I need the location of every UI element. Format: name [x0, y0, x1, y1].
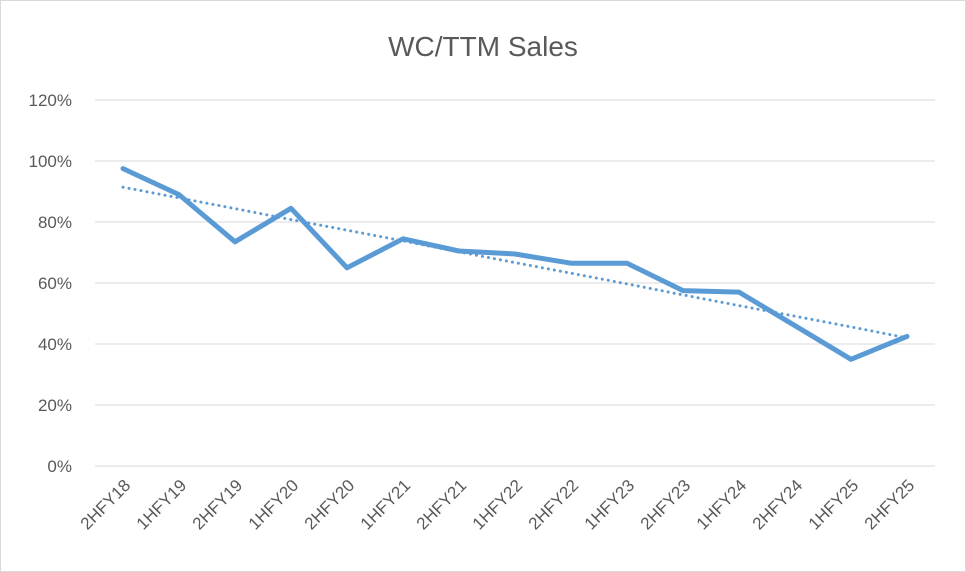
- x-tick-label: 2HFY19: [189, 476, 247, 534]
- data-series: [120, 166, 910, 362]
- x-tick-label: 2HFY24: [749, 476, 807, 534]
- x-tick-label: 1HFY24: [693, 476, 751, 534]
- x-tick-label: 1HFY20: [245, 476, 303, 534]
- x-tick-label: 1HFY19: [133, 476, 191, 534]
- x-tick-label: 2HFY18: [77, 476, 135, 534]
- x-tick-label: 1HFY23: [581, 476, 639, 534]
- x-tick-label: 2HFY22: [525, 476, 583, 534]
- x-tick-label: 1HFY22: [469, 476, 527, 534]
- y-tick-label: 40%: [38, 335, 72, 354]
- trendline-series: [121, 185, 909, 340]
- data-series-line: [120, 166, 910, 362]
- x-tick-label: 2HFY21: [413, 476, 471, 534]
- chart-title: WC/TTM Sales: [388, 31, 578, 62]
- y-tick-label: 0%: [47, 457, 72, 476]
- grid-lines: [95, 99, 935, 467]
- y-tick-label: 60%: [38, 274, 72, 293]
- y-tick-label: 120%: [29, 91, 72, 110]
- x-axis-tick-labels: 2HFY181HFY192HFY191HFY202HFY201HFY212HFY…: [77, 476, 919, 534]
- x-tick-label: 2HFY20: [301, 476, 359, 534]
- x-tick-label: 2HFY23: [637, 476, 695, 534]
- y-tick-label: 20%: [38, 396, 72, 415]
- x-tick-label: 2HFY25: [861, 476, 919, 534]
- y-tick-label: 80%: [38, 213, 72, 232]
- y-tick-label: 100%: [29, 152, 72, 171]
- y-axis-tick-labels: 0% 20% 40% 60% 80% 100% 120%: [29, 91, 72, 476]
- x-tick-label: 1HFY25: [805, 476, 863, 534]
- x-tick-label: 1HFY21: [357, 476, 415, 534]
